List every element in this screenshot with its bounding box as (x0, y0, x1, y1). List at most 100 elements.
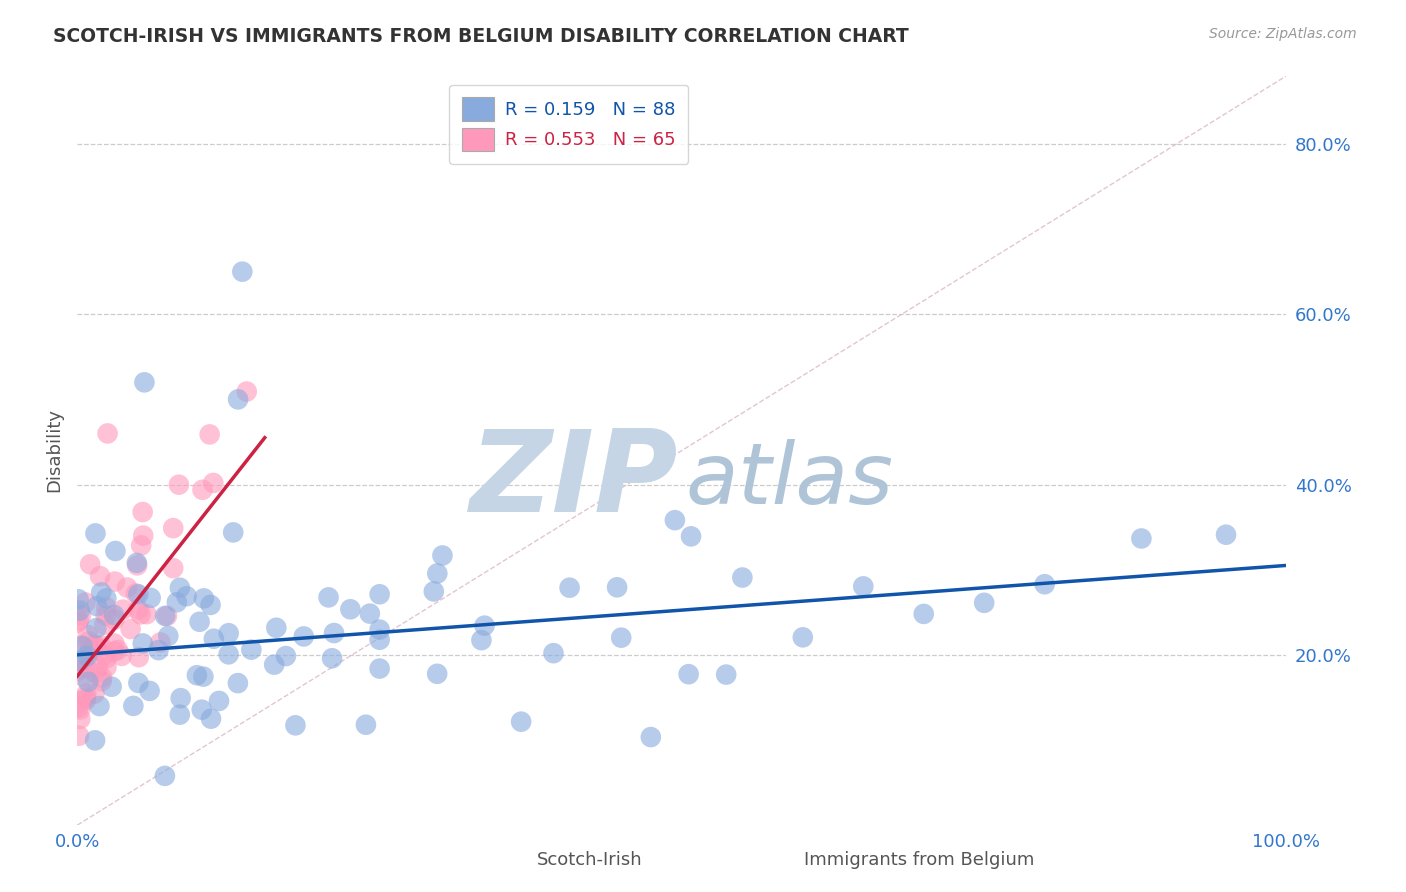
Point (96, 651, 118, 665)
Point (162, 521, 184, 535)
Point (714, 667, 737, 681)
Point (202, 475, 225, 490)
Y-axis label: Disability: Disability (45, 409, 63, 492)
Point (120, 622, 142, 636)
Point (86, 640, 108, 654)
Point (423, 584, 446, 599)
Point (679, 529, 702, 543)
Point (148, 643, 170, 657)
Point (193, 591, 215, 606)
Point (125, 556, 148, 570)
Point (84, 733, 107, 747)
Point (323, 626, 346, 640)
Point (84, 666, 107, 681)
Point (115, 581, 138, 595)
Point (75, 687, 97, 701)
Point (200, 712, 222, 726)
Point (1130, 532, 1153, 546)
Point (73, 653, 96, 667)
Point (128, 650, 150, 665)
Point (176, 589, 198, 603)
Point (235, 384, 257, 399)
Point (67, 592, 90, 607)
Point (91, 670, 114, 684)
Point (198, 427, 221, 442)
Point (76, 661, 98, 675)
Point (368, 632, 391, 647)
Point (222, 525, 245, 540)
Point (90, 638, 112, 652)
Point (139, 591, 162, 605)
Point (226, 676, 249, 690)
Point (70, 608, 93, 623)
Point (263, 657, 285, 672)
Point (90, 674, 112, 689)
Point (162, 561, 184, 575)
Point (84, 526, 107, 541)
Point (89, 569, 111, 583)
Point (77, 674, 100, 689)
Point (70, 694, 93, 708)
Point (368, 623, 391, 637)
Point (368, 587, 391, 601)
Point (127, 676, 149, 690)
Text: Source: ZipAtlas.com: Source: ZipAtlas.com (1209, 27, 1357, 41)
Point (76, 649, 98, 664)
Point (558, 581, 581, 595)
Point (90, 585, 112, 599)
Point (103, 613, 125, 627)
Point (122, 698, 145, 713)
Point (77, 628, 100, 642)
Point (70, 639, 93, 653)
Point (86, 641, 108, 656)
Point (79, 643, 101, 657)
Point (912, 607, 935, 621)
Point (359, 607, 381, 621)
Point (129, 607, 152, 622)
Point (153, 609, 176, 624)
Point (69, 604, 91, 618)
Point (72, 639, 94, 653)
Point (84, 621, 107, 635)
Point (188, 615, 211, 629)
Point (792, 630, 814, 644)
Point (103, 636, 125, 650)
Text: Scotch-Irish: Scotch-Irish (537, 851, 643, 869)
Point (169, 581, 191, 595)
Text: Immigrants from Belgium: Immigrants from Belgium (804, 851, 1035, 869)
Point (103, 644, 125, 658)
Point (153, 769, 176, 783)
Point (129, 538, 152, 552)
Point (731, 570, 754, 584)
Point (169, 691, 191, 706)
Point (169, 707, 191, 722)
Point (973, 596, 995, 610)
Point (474, 618, 496, 632)
Point (111, 648, 134, 663)
Point (231, 265, 253, 279)
Point (72, 669, 94, 683)
Point (97, 426, 120, 441)
Point (87, 660, 110, 674)
Point (69, 702, 91, 716)
Point (664, 513, 686, 527)
Point (208, 694, 231, 708)
Text: ZIP: ZIP (470, 425, 678, 536)
Point (138, 684, 160, 698)
Legend: R = 0.159   N = 88, R = 0.553   N = 65: R = 0.159 N = 88, R = 0.553 N = 65 (449, 85, 689, 164)
Point (202, 632, 225, 646)
Point (226, 392, 249, 407)
Point (93, 617, 115, 632)
Point (640, 730, 662, 744)
Point (193, 670, 215, 684)
Point (852, 579, 875, 593)
Point (96, 600, 118, 615)
Point (127, 587, 149, 601)
Point (186, 668, 208, 682)
Point (69, 712, 91, 726)
Point (274, 649, 297, 664)
Point (339, 602, 361, 616)
Point (93, 648, 115, 662)
Point (200, 598, 222, 612)
Point (156, 608, 179, 623)
